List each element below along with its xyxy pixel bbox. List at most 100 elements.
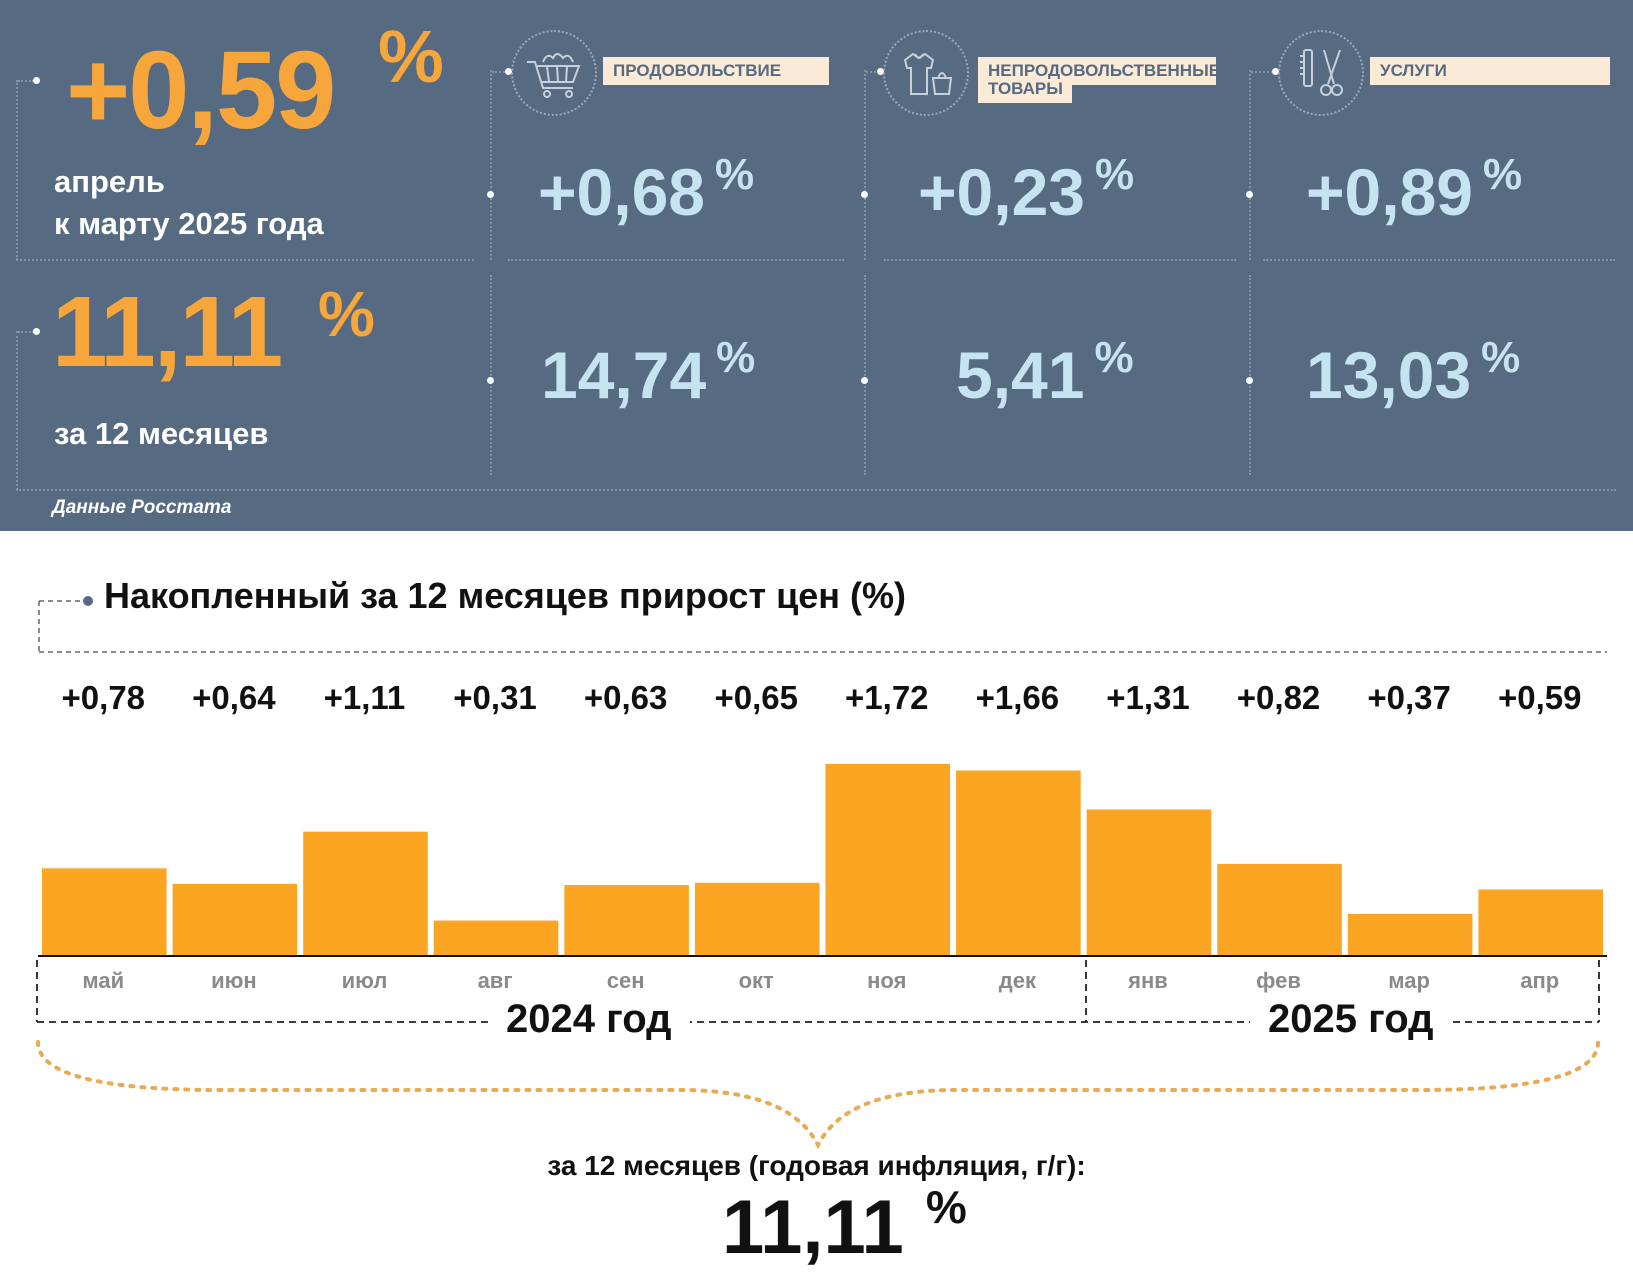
services-annual-unit: % [1481, 333, 1521, 382]
bullet-dot [487, 191, 494, 198]
nonfood-monthly-value: +0,23% [918, 153, 1134, 226]
year-label-2025: 2025 год [1250, 997, 1452, 1042]
bar-value-label: +1,72 [845, 679, 929, 716]
summary-panel: +0,59 % апрель к марту 2025 года 11,11 %… [0, 0, 1633, 531]
nonfood-annual-value: 5,41% [956, 336, 1134, 409]
monthly-inflation-unit: % [378, 15, 444, 98]
bar-value-label: +0,65 [714, 679, 798, 716]
services-monthly-value: +0,89% [1306, 153, 1522, 226]
month-tick-label: дек [998, 968, 1036, 993]
monthly-caption-line2: к марту 2025 года [54, 206, 324, 241]
category-icon-frame [883, 30, 969, 116]
column-divider [864, 275, 866, 475]
bar-value-label: +1,66 [975, 679, 1060, 716]
month-tick-label: апр [1520, 968, 1560, 993]
bar-value-label: +0,82 [1236, 679, 1321, 716]
services-annual-number: 13,03 [1306, 338, 1472, 412]
bar-value-label: +0,37 [1367, 679, 1451, 716]
divider-line [508, 259, 844, 261]
title-bullet [83, 596, 93, 606]
food-annual-number: 14,74 [541, 338, 707, 412]
bar-ноя [825, 763, 951, 955]
month-tick-label: июл [341, 968, 388, 993]
bullet-dot [1272, 68, 1279, 75]
services-monthly-number: +0,89 [1306, 155, 1473, 229]
nonfood-monthly-unit: % [1095, 150, 1135, 199]
bar-value-label: +0,31 [453, 679, 537, 716]
divider-line [884, 259, 1236, 261]
scissors-comb-icon [1300, 49, 1343, 96]
bullet-dot [861, 377, 868, 384]
bar-value-label: +0,63 [583, 679, 668, 716]
connector-line [18, 331, 34, 333]
month-tick-label: май [82, 968, 125, 993]
column-divider [490, 70, 492, 260]
nonfood-annual-unit: % [1094, 333, 1134, 382]
services-annual-value: 13,03% [1306, 336, 1520, 409]
divider-line [1263, 259, 1615, 261]
monthly-inflation-value: +0,59 [66, 29, 336, 152]
food-monthly-value: +0,68% [538, 153, 754, 226]
category-label-nonfood-line1: НЕПРОДОВОЛЬСТВЕННЫЕ [988, 61, 1221, 80]
column-divider [490, 275, 492, 475]
bar-окт [694, 882, 820, 955]
bullet-dot [1246, 377, 1253, 384]
services-monthly-unit: % [1483, 150, 1523, 199]
food-monthly-number: +0,68 [538, 155, 705, 229]
bar-июн [172, 883, 298, 955]
annual-inflation-caption: за 12 месяцев (годовая инфляция, г/г): [547, 1150, 1086, 1181]
month-tick-label: июн [211, 968, 257, 993]
bar-июл [303, 831, 428, 955]
divider-line [16, 259, 474, 261]
bar-май [42, 868, 167, 955]
column-divider [864, 70, 866, 260]
connector-line [16, 331, 18, 490]
bullet-dot [877, 68, 884, 75]
monthly-caption-line1: апрель [54, 164, 165, 199]
connector-line [866, 71, 884, 73]
category-label-nonfood: НЕПРОДОВОЛЬСТВЕННЫЕ [978, 57, 1221, 85]
bar-value-label: +0,59 [1497, 679, 1582, 716]
bar-мар [1347, 913, 1473, 955]
shopping-cart-icon [527, 53, 581, 98]
annual-brace [36, 1040, 1600, 1150]
nonfood-monthly-number: +0,23 [918, 155, 1085, 229]
bar-янв [1086, 809, 1212, 955]
bullet-dot [861, 191, 868, 198]
connector-line [16, 80, 18, 260]
bullet-dot [33, 328, 40, 335]
month-tick-label: ноя [867, 968, 907, 993]
annual-caption: за 12 месяцев [54, 416, 269, 451]
month-tick-label: окт [738, 968, 774, 993]
food-monthly-unit: % [715, 150, 755, 199]
chart-title: Накопленный за 12 месяцев прирост цен (%… [104, 575, 906, 616]
connector-line [492, 71, 512, 73]
bar-value-label: +1,11 [323, 679, 406, 716]
nonfood-annual-number: 5,41 [956, 338, 1085, 412]
bar-фев [1217, 863, 1342, 955]
divider-line [16, 489, 1616, 491]
bar-дек [956, 770, 1081, 955]
connector-line [18, 80, 34, 82]
bullet-dot [1246, 191, 1253, 198]
annual-inflation-value: 11,11 [52, 276, 283, 388]
month-tick-label: янв [1128, 968, 1168, 993]
category-icon-frame [511, 30, 597, 116]
food-annual-value: 14,74% [541, 336, 755, 409]
food-annual-unit: % [716, 333, 756, 382]
bar-value-label: +0,78 [61, 679, 146, 716]
bar-апр [1478, 889, 1603, 955]
month-tick-label: сен [606, 968, 645, 993]
clothing-bag-icon [903, 52, 953, 95]
annual-inflation-number: 11,11 [722, 1185, 904, 1270]
bar-сен [564, 885, 689, 955]
category-label-food: ПРОДОВОЛЬСТВИЕ [603, 57, 829, 85]
month-tick-label: авг [477, 968, 513, 993]
bar-value-label: +0,64 [192, 679, 276, 716]
month-tick-label: фев [1256, 968, 1301, 993]
connector-line [1251, 71, 1277, 73]
column-divider [1249, 70, 1251, 260]
category-label-services: УСЛУГИ [1370, 57, 1610, 85]
